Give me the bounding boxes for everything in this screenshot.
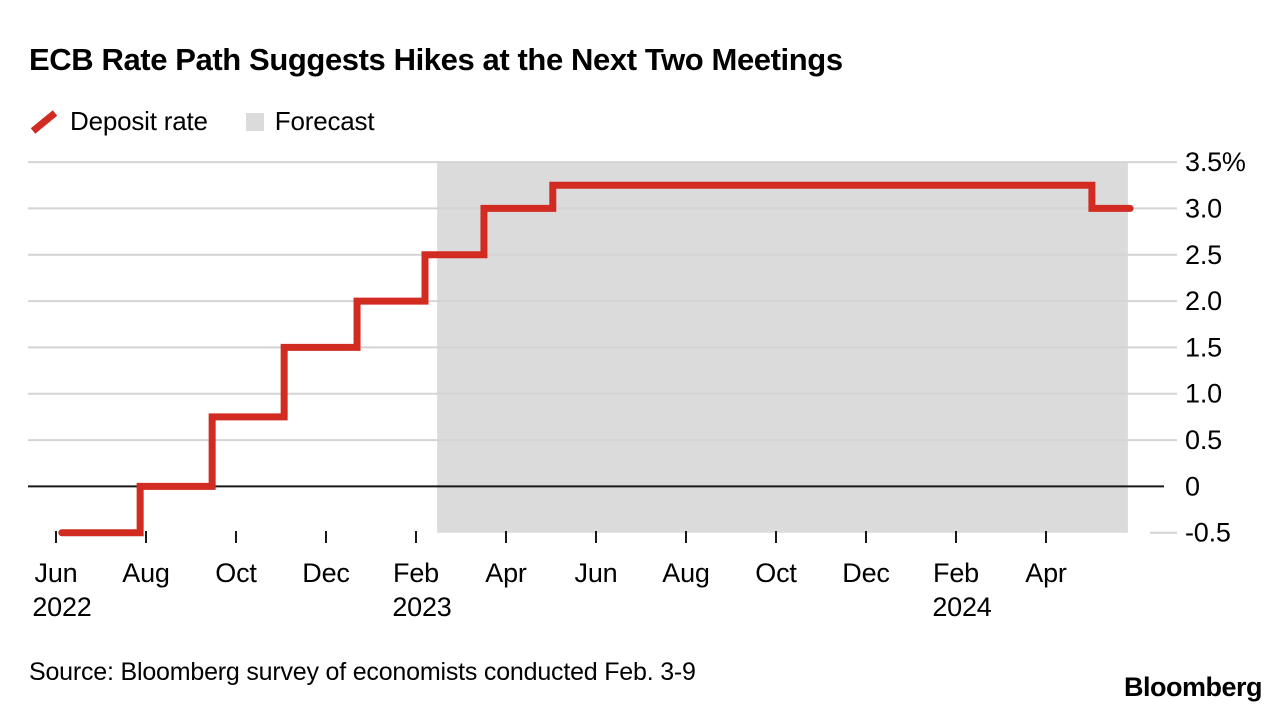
x-axis-month-label: Dec (302, 558, 349, 588)
y-axis-label: 1.0 (1185, 379, 1222, 409)
y-axis-label: 2.5 (1185, 240, 1222, 270)
x-axis-month-label: Oct (215, 558, 257, 588)
bloomberg-logo: Bloomberg (1123, 672, 1263, 702)
x-axis-month-label: Apr (1025, 558, 1067, 588)
x-axis-month-label: Dec (842, 558, 889, 588)
y-axis-label: 2.0 (1185, 286, 1222, 316)
deposit-rate-line (58, 181, 1134, 537)
x-axis-month-label: Aug (122, 558, 169, 588)
forecast-box-swatch-icon (245, 112, 264, 131)
y-axis-label: 1.5 (1185, 332, 1222, 362)
y-axis-label: 3.0 (1185, 193, 1222, 223)
y-axis-label: 0.5 (1185, 425, 1222, 455)
legend-item-deposit-rate: Deposit rate (29, 106, 208, 137)
x-axis-month-label: Feb (933, 558, 979, 588)
legend-label-deposit-rate: Deposit rate (70, 106, 208, 136)
legend: Deposit rate Forecast (29, 106, 375, 137)
x-axis-month-label: Feb (393, 558, 439, 588)
legend-item-forecast: Forecast (245, 106, 375, 137)
x-axis-month-label: Aug (662, 558, 709, 588)
chart-title: ECB Rate Path Suggests Hikes at the Next… (29, 42, 843, 77)
x-axis-year-label: 2023 (392, 592, 451, 622)
rate-path-chart: 3.5% 3.0 2.5 2.0 1.5 1.0 0.5 0 -0.5 Jun 2022 Aug Oct… (28, 150, 1246, 622)
x-axis-year-label: 2022 (32, 592, 91, 622)
source-note: Source: Bloomberg survey of economists c… (29, 658, 696, 686)
x-axis-month-label: Jun (575, 558, 618, 588)
x-axis-month-label: Jun (35, 558, 78, 588)
y-axis-label: 3.5% (1185, 150, 1246, 177)
x-axis-month-label: Apr (485, 558, 527, 588)
deposit-rate-line-swatch-icon (30, 109, 58, 134)
legend-label-forecast: Forecast (274, 106, 375, 136)
y-axis-label: -0.5 (1185, 518, 1231, 548)
x-axis-year-label: 2024 (932, 592, 991, 622)
y-axis-label: 0 (1185, 471, 1200, 501)
x-axis-month-label: Oct (755, 558, 797, 588)
